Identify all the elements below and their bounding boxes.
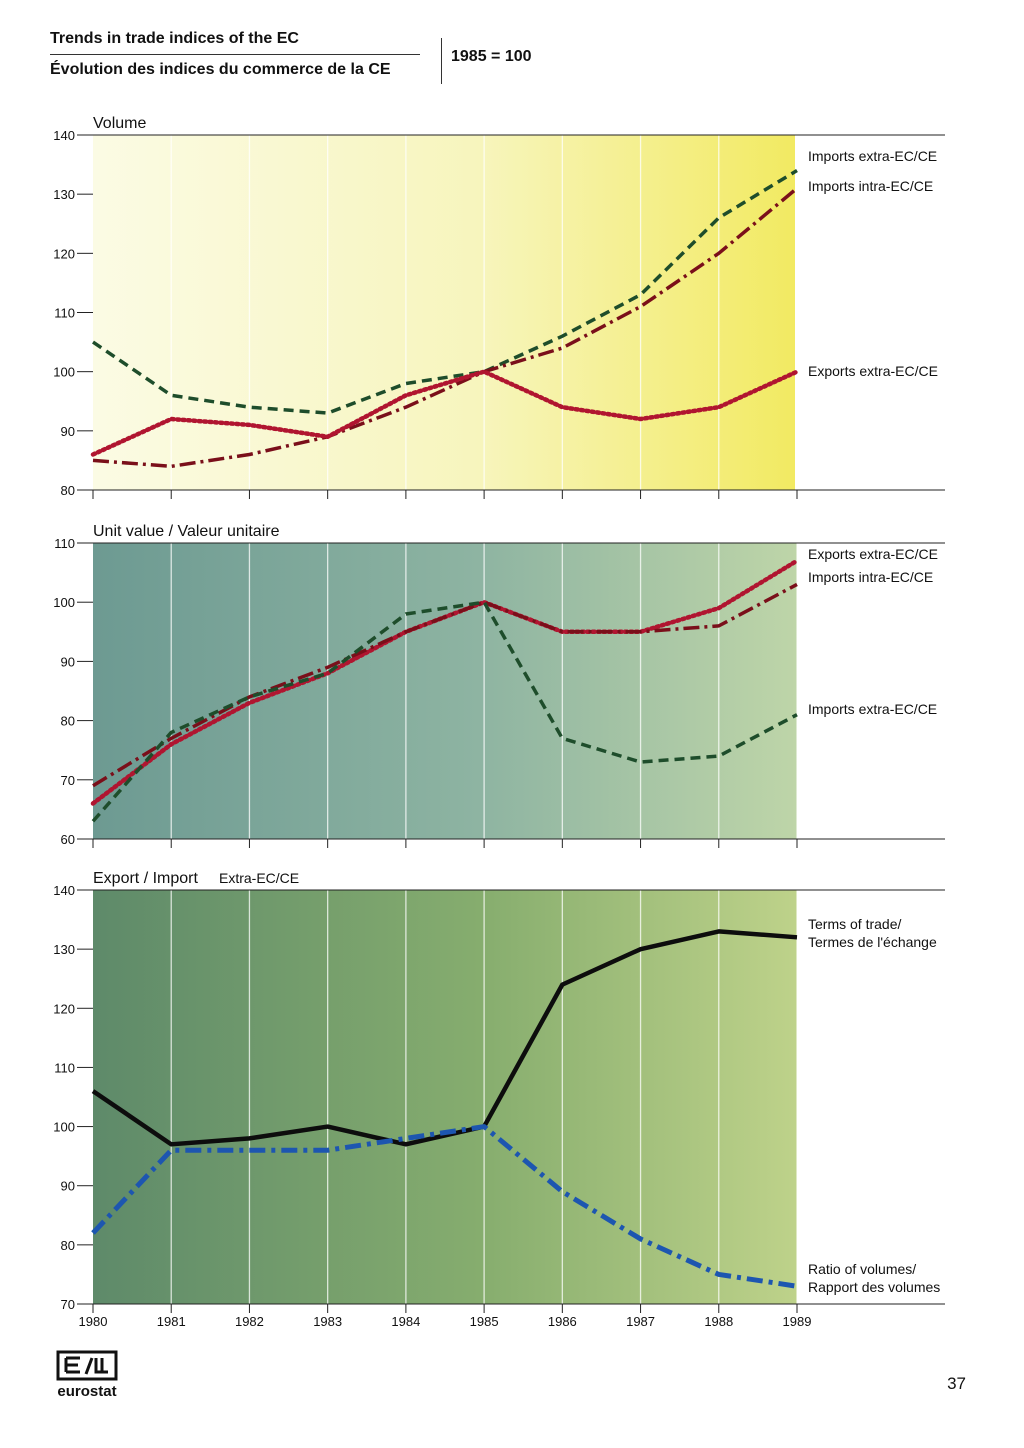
x-tick-label: 1987	[626, 1314, 655, 1329]
eurostat-logo-icon: eurostat	[56, 1350, 118, 1400]
chart-title-en: Trends in trade indices of the EC	[50, 30, 420, 55]
series-label: Imports extra-EC/CE	[808, 148, 937, 164]
panel-subtitle: Extra-EC/CE	[219, 870, 299, 886]
title-divider	[441, 38, 442, 84]
y-tick-label: 70	[61, 1297, 75, 1312]
plot-background	[93, 135, 795, 490]
series-label: Imports intra-EC/CE	[808, 178, 933, 194]
trade-indices-charts: 80 90 100 110 120 130 140 Volume Imports extra-E…	[53, 115, 945, 1329]
series-line-1-3	[90, 369, 800, 457]
x-tick-label: 1981	[157, 1314, 186, 1329]
x-tick-label: 1980	[79, 1314, 108, 1329]
series-label: Imports extra-EC/CE	[808, 701, 937, 717]
y-tick-label: 140	[53, 883, 75, 898]
y-tick-label: 100	[53, 595, 75, 610]
y-tick-label: 130	[53, 187, 75, 202]
chart-title-fr: Évolution des indices du commerce de la …	[50, 61, 391, 78]
series-line-2-2	[92, 582, 798, 788]
y-tick-label: 70	[61, 773, 75, 788]
y-tick-label: 110	[54, 306, 75, 321]
chart-panel-1: 80 90 100 110 120 130 140 Volume Imports extra-E…	[53, 115, 945, 499]
title-block: Trends in trade indices of the EC Évolut…	[50, 30, 420, 79]
series-line-3-2	[91, 1124, 798, 1289]
y-tick-label: 90	[61, 654, 75, 669]
base-year-label: 1985 = 100	[451, 48, 532, 65]
series-line-1-2	[92, 186, 799, 469]
chart-panel-2: 60 70 80 90 100 110 Unit value / Valeur unitai…	[53, 523, 945, 848]
y-tick-label: 140	[53, 128, 75, 143]
x-tick-label: 1988	[704, 1314, 733, 1329]
y-tick-label: 120	[53, 246, 75, 261]
panel-title: Unit value / Valeur unitaire	[93, 523, 280, 540]
panel-title: Export / Import	[93, 870, 198, 887]
plot-background	[93, 890, 797, 1304]
panel-title: Volume	[93, 115, 146, 132]
y-tick-label: 80	[61, 483, 75, 498]
x-tick-label: 1986	[548, 1314, 577, 1329]
series-line-2-3	[91, 600, 798, 823]
y-tick-label: 110	[54, 536, 75, 551]
series-label: Terms of trade/Termes de l'échange	[808, 916, 937, 950]
chart-panel-3: 70 80 90 100 110 120 130 140 Export / Import Extr…	[53, 870, 945, 1329]
y-tick-label: 80	[61, 1238, 75, 1253]
eurostat-logo-text: eurostat	[57, 1383, 116, 1400]
series-label: Exports extra-EC/CE	[808, 546, 938, 562]
y-tick-label: 100	[53, 1120, 75, 1135]
y-tick-label: 90	[61, 424, 75, 439]
series-label: Imports intra-EC/CE	[808, 569, 933, 585]
x-tick-label: 1984	[391, 1314, 420, 1329]
x-tick-label: 1983	[313, 1314, 342, 1329]
series-label: Ratio of volumes/Rapport des volumes	[808, 1261, 940, 1295]
eurostat-logo: eurostat	[52, 1350, 122, 1405]
y-tick-label: 130	[53, 942, 75, 957]
x-tick-label: 1982	[235, 1314, 264, 1329]
y-tick-label: 80	[61, 714, 75, 729]
y-tick-label: 110	[54, 1060, 75, 1075]
series-label: Exports extra-EC/CE	[808, 363, 938, 379]
x-tick-label: 1989	[783, 1314, 812, 1329]
page-number: 37	[947, 1374, 966, 1393]
x-tick-label: 1985	[470, 1314, 499, 1329]
y-tick-label: 120	[53, 1001, 75, 1016]
y-tick-label: 60	[61, 832, 75, 847]
series-line-3-1	[91, 929, 798, 1147]
y-tick-label: 100	[53, 365, 75, 380]
plot-background	[93, 543, 797, 839]
series-line-1-1	[92, 169, 798, 415]
y-tick-label: 90	[61, 1179, 75, 1194]
